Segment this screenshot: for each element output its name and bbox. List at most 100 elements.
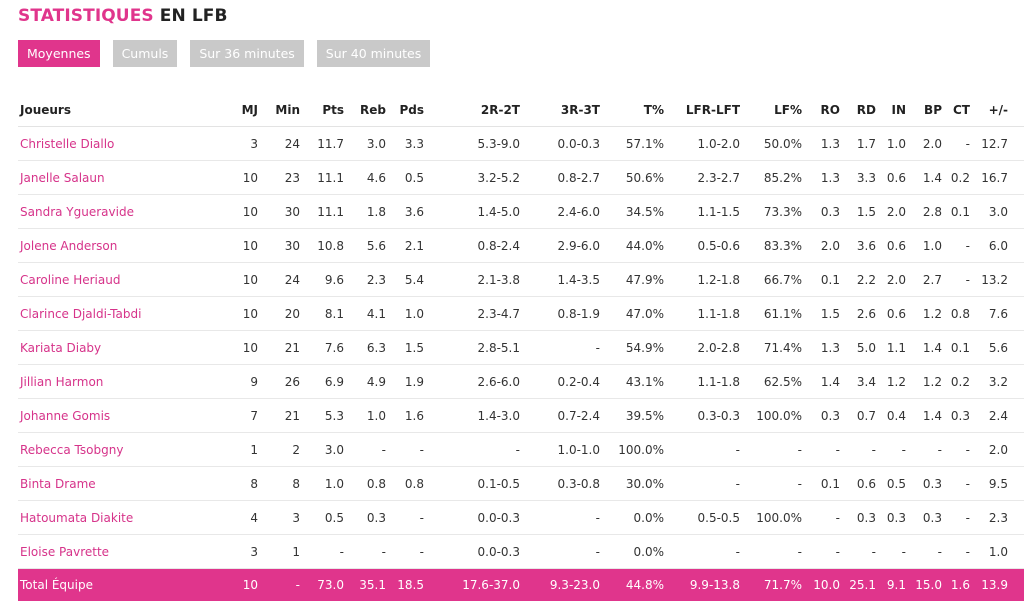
stat-cell: 8.1 [304,296,348,331]
stat-cell: 3.2 [974,364,1012,399]
page-title: STATISTIQUES EN LFB [18,6,228,26]
player-cell: Christelle Diallo [18,126,214,161]
player-cell: Jolene Anderson [18,228,214,263]
stat-cell: 50.6% [604,160,668,195]
stat-cell: 2.7 [910,262,946,297]
column-header: Pds [390,94,428,127]
stat-cell: 12.2 [1012,262,1024,297]
stat-cell: 1.0 [390,296,428,331]
table-row: Eloise Pavrette 3 1- - -0.0-0.3-0.0% - - - - - - -1… [18,534,1024,569]
stat-cell: 11.7 [304,126,348,161]
player-link[interactable]: Caroline Heriaud [20,272,121,287]
tab-sur-40-minutes[interactable]: Sur 40 minutes [316,40,431,67]
tab-moyennes[interactable]: Moyennes [18,40,100,67]
stat-cell: 2.6 [844,296,880,331]
player-link[interactable]: Clarince Djaldi-Tabdi [20,306,142,321]
stat-cell: 0.5-0.5 [668,500,744,535]
column-header: RO [806,94,844,127]
stat-cell: - [744,466,806,501]
stat-cell: 100.0% [744,500,806,535]
stat-cell: 10 [214,160,262,195]
stat-cell: - [880,534,910,569]
stat-cell: 57.1% [604,126,668,161]
player-link[interactable]: Rebecca Tsobgny [20,442,124,457]
stat-cell: 1.3 [806,330,844,365]
stat-cell: 0.8 [946,296,974,331]
stat-cell: - [668,534,744,569]
column-header: 2R-2T [428,94,524,127]
stats-table: Joueurs MJ Min Pts Reb Pds 2R-2T 3R-3T T% LFR-LFT… [18,94,1024,601]
stat-cell: 3.3 [844,160,880,195]
stat-cell: 2.0 [880,194,910,229]
stat-cell: 4.9 [348,364,390,399]
stat-cell: 1.4 [910,160,946,195]
stat-cell: 0.3 [348,500,390,535]
stat-cell: 10 [214,262,262,297]
stat-cell: 1.4 [910,330,946,365]
column-header: CT [946,94,974,127]
stat-cell: 9.2 [1012,296,1024,331]
stat-cell: 0.7-2.4 [524,398,604,433]
column-header: EVAL [1012,94,1024,127]
stat-cell: 1.0 [304,466,348,501]
stat-cell: 3.0 [974,194,1012,229]
stat-cell: 0.6 [880,296,910,331]
player-link[interactable]: Eloise Pavrette [20,544,110,559]
stat-cell: - [744,534,806,569]
stat-cell: 5.3 [304,398,348,433]
stat-cell: 10 [214,296,262,331]
total-cell: 1.6 [946,568,974,601]
stat-cell: 20 [262,296,304,331]
stat-cell: 1.1 [880,330,910,365]
player-link[interactable]: Kariata Diaby [20,340,102,355]
stat-cell: 1.0 [910,228,946,263]
player-link[interactable]: Jillian Harmon [20,374,104,389]
player-link[interactable]: Jolene Anderson [20,238,118,253]
stat-cell: 0.1 [806,262,844,297]
stat-cell: 61.1% [744,296,806,331]
stat-cell: 0.5 [880,466,910,501]
stat-cell: 8 [262,466,304,501]
player-link[interactable]: Hatoumata Diakite [20,510,134,525]
total-cell: 25.1 [844,568,880,601]
stat-cell: 1.0-2.0 [668,126,744,161]
table-row: Binta Drame 8 8 1.0 0.8 0.8 0.1-0.5 0.3-0.8 30.0… [18,466,1024,501]
stat-cell: 2.3-4.7 [428,296,524,331]
total-cell: 9.3-23.0 [524,568,604,601]
table-body: Christelle Diallo 3 24 11.7 3.0 3.3 5.3-9.0 0.0… [18,126,1024,601]
player-link[interactable]: Christelle Diallo [20,136,115,151]
stat-cell: 1.9 [390,364,428,399]
player-link[interactable]: Janelle Salaun [20,170,105,185]
stat-cell: 10 [214,228,262,263]
stat-cell: - [946,228,974,263]
stat-cell: 2.9-6.0 [524,228,604,263]
column-header: MJ [214,94,262,127]
player-cell: Binta Drame [18,466,214,501]
stat-cell: - [428,432,524,467]
stat-cell: 3.6 [390,194,428,229]
player-cell: Sandra Ygueravide [18,194,214,229]
stat-cell: - [524,500,604,535]
table-row: Hatoumata Diakite 4 3 0.5 0.3-0.0-0.3-0.0% 0.… [18,500,1024,535]
stat-cell: 3.0 [1012,432,1024,467]
stat-cell: 0.3 [910,500,946,535]
stat-cell: 0.2 [946,364,974,399]
stat-cell: 21 [262,330,304,365]
table-row: Jillian Harmon 9 26 6.9 4.9 1.9 2.6-6.0 0.2-0.4… [18,364,1024,399]
stat-cell: 1.0 [974,534,1012,569]
stat-cell: 26 [262,364,304,399]
player-link[interactable]: Sandra Ygueravide [20,204,134,219]
stat-cell: 7 [214,398,262,433]
tab-sur-36-minutes[interactable]: Sur 36 minutes [190,40,304,67]
stat-cell: 12.1 [1012,330,1024,365]
total-cell: 35.1 [348,568,390,601]
player-link[interactable]: Johanne Gomis [20,408,111,423]
column-header: LFR-LFT [668,94,744,127]
stat-cell: - [390,500,428,535]
player-link[interactable]: Binta Drame [20,476,96,491]
stat-cell: 2.0 [806,228,844,263]
tab-cumuls[interactable]: Cumuls [112,40,178,67]
stat-cell: 3.2-5.2 [428,160,524,195]
stat-cell: 2.0 [910,126,946,161]
